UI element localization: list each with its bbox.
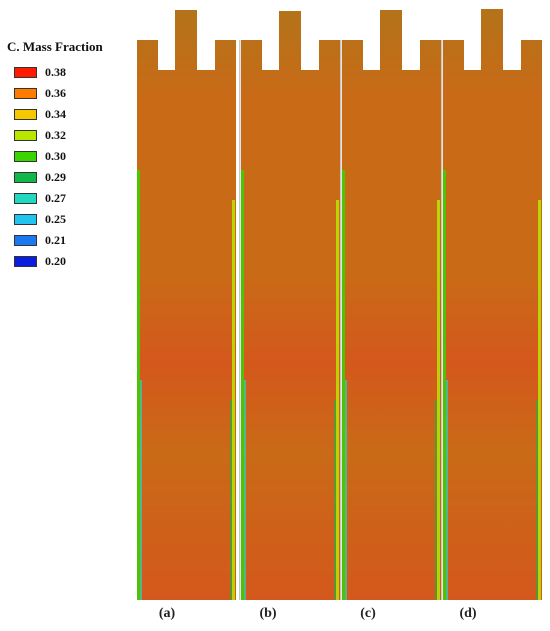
legend-title: C. Mass Fraction [7, 39, 103, 54]
contour-panel [137, 10, 236, 600]
legend-swatch [14, 130, 37, 141]
legend-value: 0.20 [45, 254, 66, 268]
legend-swatch [14, 193, 37, 204]
contour-panel [241, 11, 340, 600]
right-wall-inner-streak [334, 400, 336, 600]
right-wall-inner-streak [435, 400, 437, 600]
reactor-body [241, 11, 340, 600]
right-wall-streak [232, 200, 235, 600]
legend-value: 0.34 [45, 107, 66, 121]
left-wall-streak [443, 170, 446, 600]
panel-label: (c) [360, 606, 376, 621]
panel-divider [239, 40, 241, 600]
left-wall-inner-streak [244, 380, 246, 600]
left-wall-streak [241, 170, 244, 600]
legend-swatch [14, 67, 37, 78]
left-wall-streak [342, 170, 345, 600]
left-wall-inner-streak [345, 380, 347, 600]
legend-swatch [14, 172, 37, 183]
contour-panel [443, 9, 542, 600]
legend-swatch [14, 151, 37, 162]
legend-value: 0.25 [45, 212, 66, 226]
reactor-body [443, 9, 542, 600]
panel-label: (b) [259, 606, 277, 621]
legend-value: 0.21 [45, 233, 66, 247]
reactor-body [342, 10, 441, 600]
legend-swatch [14, 214, 37, 225]
left-wall-inner-streak [140, 380, 142, 600]
left-wall-streak [137, 170, 140, 600]
panel-label: (a) [158, 606, 176, 621]
right-wall-inner-streak [536, 400, 538, 600]
panel-divider [340, 40, 342, 600]
legend-value: 0.30 [45, 149, 66, 163]
legend-value: 0.36 [45, 86, 66, 100]
legend-value: 0.38 [45, 65, 66, 79]
legend-value: 0.32 [45, 128, 66, 142]
panel-label: (d) [459, 606, 477, 621]
contour-panel [342, 10, 441, 600]
legend-value: 0.29 [45, 170, 66, 184]
legend-value: 0.27 [45, 191, 66, 205]
right-wall-streak [538, 200, 541, 600]
left-wall-inner-streak [446, 380, 448, 600]
legend-swatch [14, 88, 37, 99]
legend-swatch [14, 235, 37, 246]
right-wall-streak [437, 200, 440, 600]
panel-divider [441, 40, 443, 600]
legend-swatch [14, 109, 37, 120]
right-wall-inner-streak [230, 400, 232, 600]
reactor-body [137, 10, 236, 600]
right-wall-streak [336, 200, 339, 600]
legend-swatch [14, 256, 37, 267]
